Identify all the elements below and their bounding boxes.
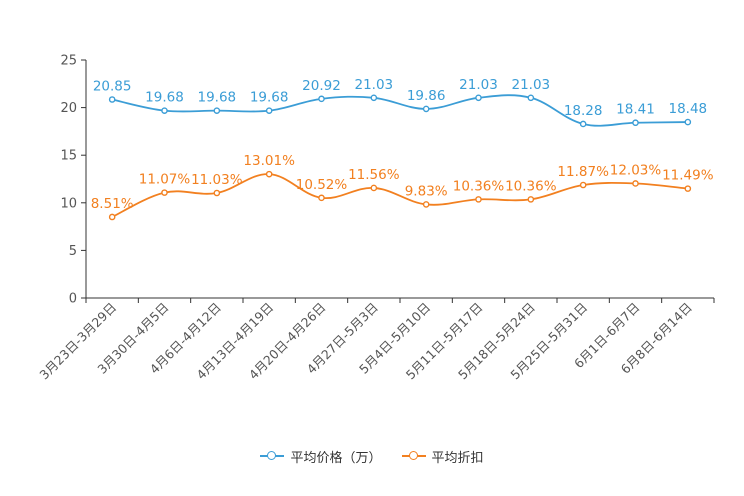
data-label: 8.51% (91, 196, 134, 212)
data-label: 19.68 (250, 90, 289, 106)
data-label: 12.03% (610, 162, 662, 178)
data-label: 20.85 (93, 79, 132, 95)
data-point (475, 94, 482, 102)
data-point (527, 94, 535, 102)
data-label: 11.03% (191, 172, 243, 188)
data-point (161, 107, 168, 114)
data-point (318, 95, 325, 103)
data-point (265, 107, 273, 114)
data-point (213, 189, 221, 197)
legend-label-discount: 平均折扣 (431, 450, 484, 466)
data-label: 11.87% (557, 164, 609, 180)
data-label: 13.01% (243, 153, 295, 169)
data-point (265, 170, 273, 178)
data-point (161, 189, 168, 196)
data-point (108, 213, 116, 221)
price-line-icon (260, 450, 285, 462)
data-point (475, 196, 482, 203)
series-line (111, 173, 688, 218)
y-tick-label: 10 (60, 196, 77, 211)
y-tick-label: 25 (60, 54, 77, 69)
data-point (684, 185, 692, 192)
series-line (111, 94, 688, 127)
series-0: 20.85 19.68 19.68 19.68 20.92 21.03 19.86 21.03… (93, 77, 708, 128)
data-point (527, 196, 535, 203)
data-point (370, 184, 378, 192)
data-label: 11.49% (662, 168, 714, 184)
data-point (632, 180, 639, 187)
data-label: 21.03 (459, 77, 498, 93)
data-point (108, 96, 116, 103)
y-tick-label: 0 (69, 292, 77, 307)
y-tick-label: 15 (60, 149, 77, 164)
y-tick-label: 5 (69, 244, 77, 259)
data-point (632, 119, 639, 127)
data-label: 11.56% (348, 167, 400, 183)
data-point (370, 94, 378, 102)
data-point (579, 120, 587, 128)
data-label: 11.07% (139, 172, 191, 188)
legend: 平均价格（万） 平均折扣 (0, 446, 744, 466)
data-label: 18.41 (616, 102, 655, 118)
data-point (422, 201, 430, 208)
data-label: 20.92 (302, 78, 341, 94)
data-label: 21.03 (512, 77, 551, 93)
data-label: 21.03 (355, 77, 394, 93)
legend-item-discount[interactable]: 平均折扣 (401, 447, 484, 466)
series-1: 8.51% 11.07% 11.03%13.01%10.52%11.56% 9.83%… (91, 153, 714, 221)
data-label: 10.52% (296, 177, 348, 193)
data-label: 10.36% (453, 178, 505, 194)
data-point (422, 105, 430, 113)
discount-line-icon (401, 450, 426, 462)
data-label: 19.86 (407, 88, 446, 104)
data-label: 10.36% (505, 178, 557, 194)
data-label: 18.48 (669, 101, 708, 117)
data-label: 9.83% (405, 183, 448, 199)
data-point (579, 181, 587, 189)
legend-label-price: 平均价格（万） (290, 450, 382, 466)
data-label: 18.28 (564, 103, 603, 119)
data-label: 19.68 (145, 90, 184, 106)
data-point (213, 107, 221, 114)
legend-item-price[interactable]: 平均价格（万） (260, 447, 382, 466)
y-tick-label: 20 (60, 101, 77, 116)
data-point (684, 118, 692, 126)
data-label: 19.68 (198, 90, 237, 106)
data-point (318, 194, 325, 202)
